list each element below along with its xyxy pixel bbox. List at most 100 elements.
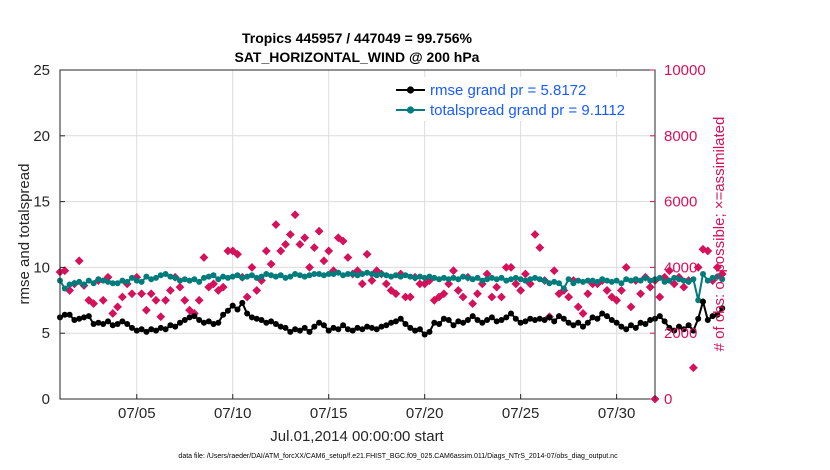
rmse-point <box>229 302 236 309</box>
totalspread-point <box>239 274 246 281</box>
legend-spread-label: totalspread grand pr = 9.1112 <box>430 102 625 119</box>
obs-count-point <box>458 292 468 302</box>
obs-count-point <box>573 302 583 312</box>
rmse-point <box>196 317 203 323</box>
y-tick-label: 15 <box>33 194 50 211</box>
totalspread-point <box>311 271 318 277</box>
rmse-point <box>397 315 404 322</box>
rmse-point <box>109 322 116 329</box>
y-axis-label: rmse and totalspread <box>16 164 33 305</box>
rmse-point <box>61 311 68 318</box>
obs-count-point <box>228 246 238 256</box>
totalspread-point <box>618 280 625 287</box>
obs-count-point <box>213 286 223 295</box>
totalspread-point <box>100 277 107 284</box>
totalspread-point <box>695 297 702 304</box>
obs-count-point <box>252 286 262 295</box>
obs-count-point <box>194 295 204 305</box>
obs-count-point <box>468 299 478 308</box>
rmse-point <box>637 319 644 326</box>
totalspread-point <box>594 278 601 285</box>
totalspread-point <box>541 277 548 284</box>
y-tick-label: 25 <box>33 62 50 79</box>
obs-count-point <box>314 226 324 236</box>
totalspread-point <box>81 281 87 288</box>
totalspread-point <box>580 278 586 285</box>
totalspread-point <box>292 271 299 277</box>
obs-count-point <box>357 279 367 289</box>
totalspread-point <box>205 273 212 280</box>
totalspread-point <box>704 277 711 284</box>
rmse-point <box>71 317 78 323</box>
x-tick-label: 07/10 <box>214 405 252 422</box>
obs-count-point <box>405 292 415 302</box>
rmse-point <box>402 321 409 327</box>
totalspread-point <box>613 277 620 284</box>
y-right-tick-label: 2000 <box>664 325 697 342</box>
totalspread-point <box>512 274 519 281</box>
rmse-point <box>119 318 126 325</box>
totalspread-point <box>503 277 510 284</box>
totalspread-point <box>143 273 150 280</box>
legend-rmse-label: rmse grand pr = 5.8172 <box>430 82 586 99</box>
totalspread-point <box>330 271 337 277</box>
rmse-point <box>220 311 227 318</box>
obs-count-point <box>266 259 276 269</box>
rmse-point <box>527 315 534 322</box>
rmse-point <box>709 313 716 320</box>
rmse-point <box>306 328 313 335</box>
totalspread-point <box>258 273 265 280</box>
obs-count-point <box>175 282 185 292</box>
obs-count-point <box>117 292 127 302</box>
rmse-point <box>436 321 443 327</box>
obs-count-point <box>449 266 458 276</box>
rmse-point <box>455 318 462 325</box>
obs-count-point <box>60 266 70 276</box>
totalspread-point <box>517 276 524 283</box>
rmse-point <box>124 321 131 327</box>
rmse-point <box>421 331 428 338</box>
plot-area <box>60 70 655 399</box>
totalspread-point <box>484 276 491 283</box>
rmse-point <box>642 321 649 327</box>
totalspread-point <box>589 277 596 284</box>
totalspread-point <box>157 272 164 279</box>
rmse-point <box>373 326 380 333</box>
totalspread-point <box>570 280 577 287</box>
totalspread-point <box>335 269 342 276</box>
rmse-point <box>383 322 390 329</box>
rmse-point <box>81 314 87 321</box>
totalspread-point <box>488 274 495 281</box>
rmse-point <box>268 318 275 325</box>
rmse-point <box>301 324 308 331</box>
obs-count-point <box>511 279 521 289</box>
rmse-point <box>517 319 524 326</box>
totalspread-point <box>95 276 102 283</box>
rmse-point <box>512 315 519 322</box>
totalspread-point <box>623 276 630 283</box>
totalspread-point <box>162 271 169 277</box>
totalspread-point <box>359 271 366 277</box>
rmse-point <box>215 319 222 326</box>
rmse-point <box>440 315 447 322</box>
obs-count-point <box>127 289 137 299</box>
totalspread-point <box>268 272 275 279</box>
rmse-point <box>426 328 433 335</box>
rmse-point <box>522 318 529 325</box>
x-tick-label: 07/25 <box>502 405 540 422</box>
y-tick-label: 10 <box>33 259 50 276</box>
rmse-point <box>186 314 193 321</box>
rmse-point <box>148 326 155 333</box>
y-right-tick-label: 0 <box>664 391 672 408</box>
obs-count-point <box>113 302 122 312</box>
rmse-point <box>162 326 169 333</box>
totalspread-point <box>124 278 131 285</box>
obs-count-point <box>300 233 310 243</box>
obs-count-point <box>473 289 482 299</box>
totalspread-point <box>632 276 639 283</box>
obs-count-point <box>367 276 377 285</box>
obs-count-point <box>602 286 612 295</box>
x-tick-label: 07/05 <box>118 405 156 422</box>
totalspread-point <box>407 273 414 280</box>
rmse-point <box>239 299 246 306</box>
